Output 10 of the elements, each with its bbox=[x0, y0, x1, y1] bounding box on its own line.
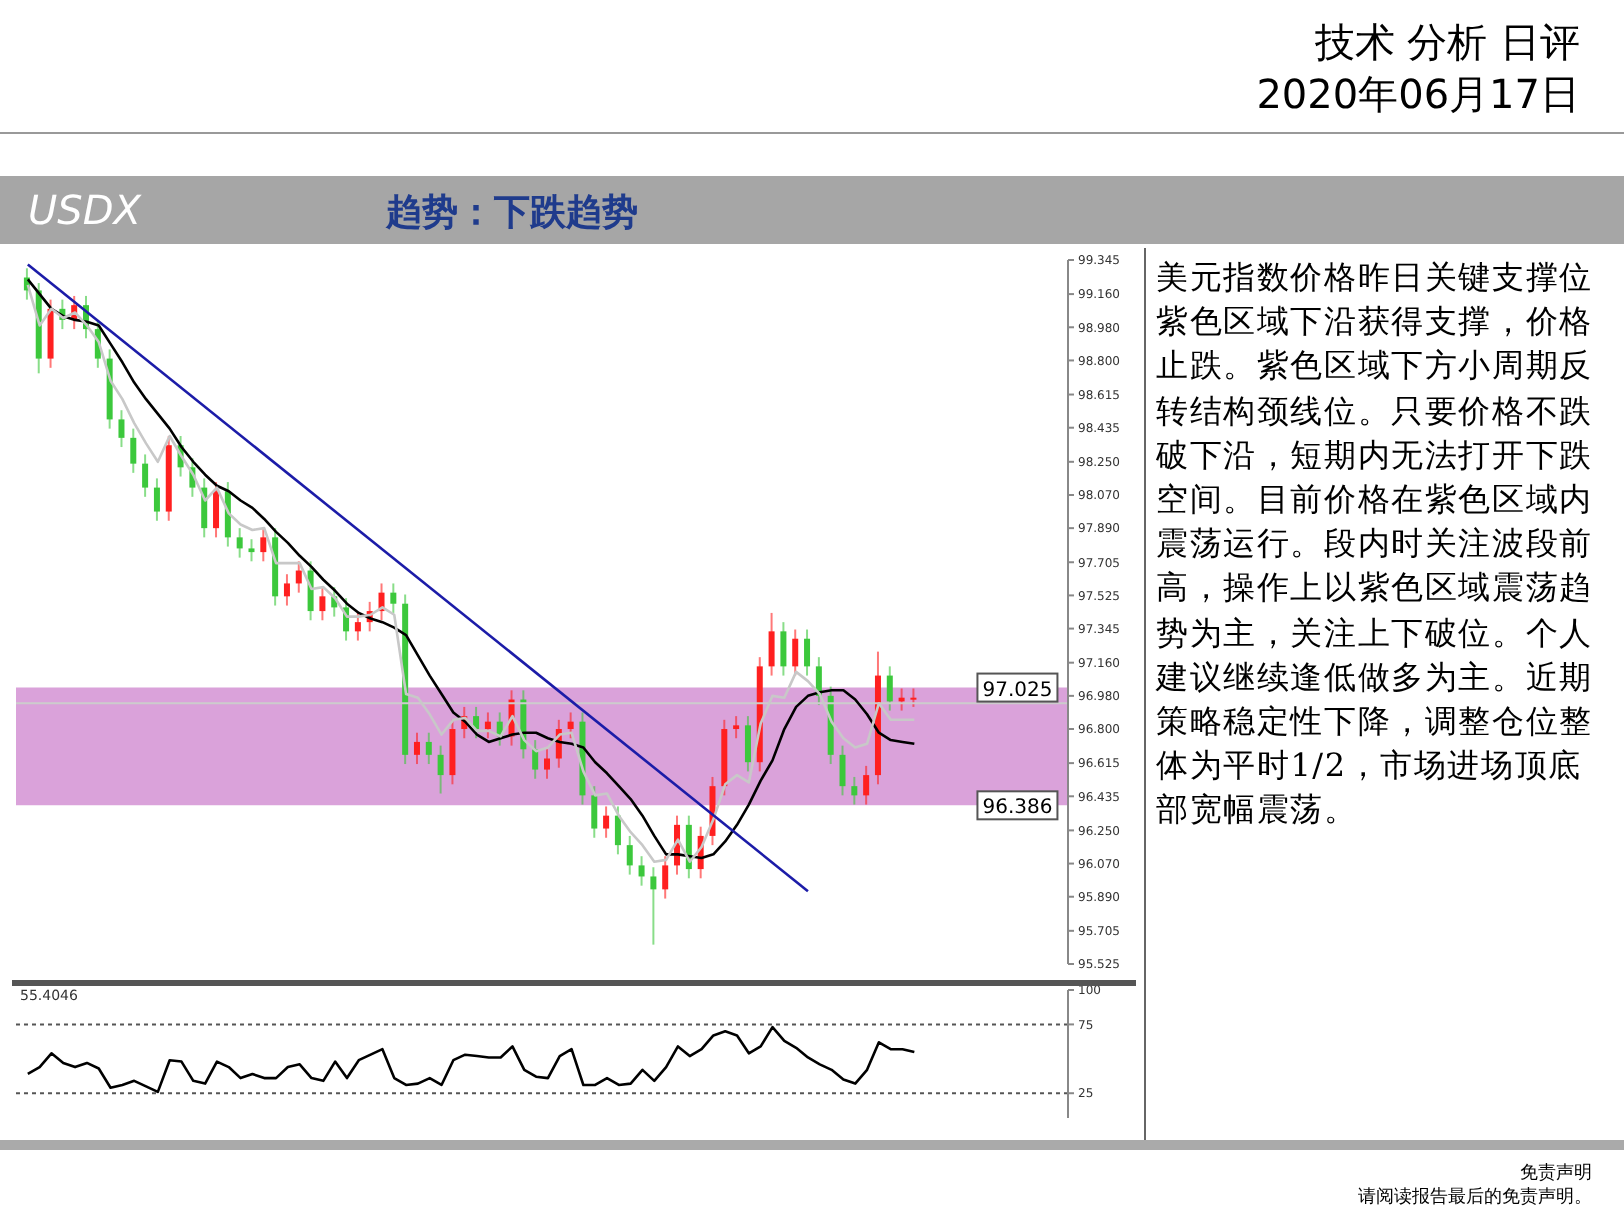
text: 技术 分析 日评 bbox=[1312, 16, 1580, 70]
chart-subtitle: 趋势：下跌趋势 bbox=[386, 190, 638, 236]
annotation: 96.386 bbox=[982, 797, 1053, 820]
line-series bbox=[26, 1025, 916, 1094]
text: 2020年06月17日 bbox=[1254, 68, 1580, 122]
text: 美元指数价格昨日关键支撑位紫色区域下沿获得支撑，价格止跌。紫色区域下方小周期反转结构颈线位。只要价格不跌破下沿，短期内无法打开下跌空间。目前价格在紫色区域内震荡运行。段内时关注波段前高，操作上以紫色区域震荡趋势为主，关注上下破位。个人建议继续逢低做多为主。近期策略稳定性下降，调整仓位整体为平时1/2，市场进场顶底部宽幅震荡。 bbox=[1156, 258, 1593, 829]
text: 免责声明 bbox=[1518, 1161, 1592, 1186]
text: 请阅读报告最后的免责声明。 bbox=[1356, 1185, 1592, 1210]
annotation: 97.025 bbox=[982, 679, 1053, 702]
chart-title: USDX bbox=[28, 186, 141, 234]
